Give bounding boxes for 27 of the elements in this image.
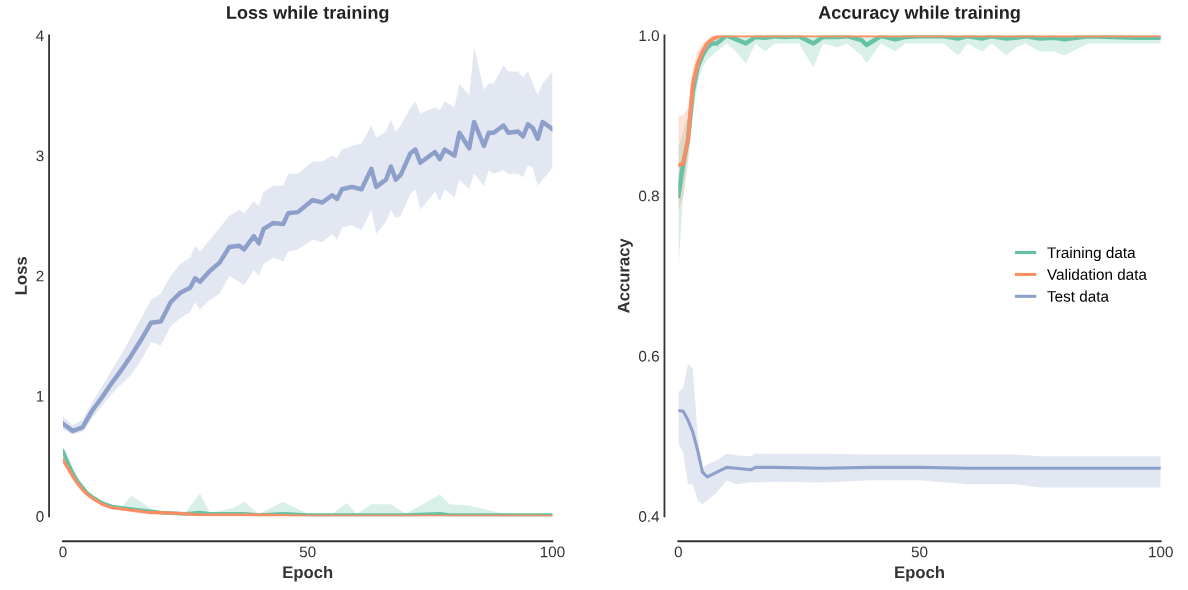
line-series: [678, 408, 1161, 479]
y-axis-title: Accuracy: [617, 238, 633, 313]
x-tick-label: 0: [59, 546, 67, 558]
y-tick-label: 3: [36, 150, 44, 162]
y-tick-label: 1: [36, 391, 44, 402]
y-tick-label: 1.0: [639, 30, 659, 42]
legend-label: Validation data: [1047, 268, 1147, 280]
legend-label: Training data: [1047, 246, 1136, 262]
y-tick-label: 2: [36, 270, 44, 282]
x-tick-label: 100: [1149, 546, 1173, 558]
y-axis-title: Loss: [15, 257, 27, 295]
x-tick-label: 50: [911, 546, 928, 558]
chart-title: Accuracy while training: [818, 5, 1020, 23]
y-tick-label: 0.8: [638, 190, 659, 202]
x-axis-title: Epoch: [895, 565, 944, 582]
x-tick-label: 50: [299, 546, 316, 558]
legend-label: Test data: [1047, 290, 1109, 302]
line-series: [678, 35, 1161, 168]
y-tick-label: 0: [36, 511, 44, 522]
y-tick-label: 0.4: [638, 511, 660, 522]
x-tick-label: 100: [540, 546, 565, 558]
chart-title: Loss while training: [227, 5, 389, 23]
line-series: [62, 119, 553, 434]
y-tick-label: 0.6: [638, 350, 659, 362]
x-axis-title: Epoch: [283, 565, 333, 582]
y-tick-label: 4: [36, 30, 44, 41]
x-tick-label: 0: [674, 546, 682, 558]
